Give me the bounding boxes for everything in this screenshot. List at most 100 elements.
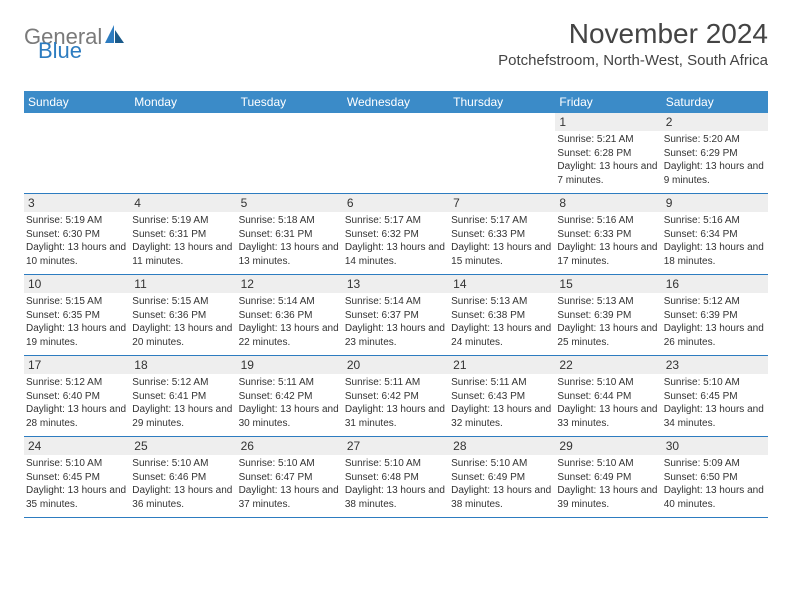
sunset: Sunset: 6:31 PM — [132, 228, 232, 242]
daylight: Daylight: 13 hours and 11 minutes. — [132, 241, 232, 268]
sunrise: Sunrise: 5:12 AM — [132, 376, 232, 390]
week-row: 3Sunrise: 5:19 AMSunset: 6:30 PMDaylight… — [24, 194, 768, 275]
sunset: Sunset: 6:47 PM — [239, 471, 339, 485]
sunset: Sunset: 6:49 PM — [557, 471, 657, 485]
sunrise: Sunrise: 5:10 AM — [345, 457, 445, 471]
day-details: Sunrise: 5:10 AMSunset: 6:47 PMDaylight:… — [237, 455, 343, 517]
day-details: Sunrise: 5:10 AMSunset: 6:45 PMDaylight:… — [24, 455, 130, 517]
sunrise: Sunrise: 5:12 AM — [664, 295, 764, 309]
sunrise: Sunrise: 5:14 AM — [345, 295, 445, 309]
day-details: Sunrise: 5:17 AMSunset: 6:32 PMDaylight:… — [343, 212, 449, 274]
day-number: 14 — [449, 275, 555, 293]
day-number: 19 — [237, 356, 343, 374]
day-cell — [237, 113, 343, 193]
sail-icon — [104, 24, 126, 49]
day-cell: 8Sunrise: 5:16 AMSunset: 6:33 PMDaylight… — [555, 194, 661, 274]
sunset: Sunset: 6:49 PM — [451, 471, 551, 485]
day-number: 20 — [343, 356, 449, 374]
calendar-page: General November 2024 Potchefstroom, Nor… — [0, 0, 792, 528]
sunrise: Sunrise: 5:15 AM — [132, 295, 232, 309]
day-cell: 15Sunrise: 5:13 AMSunset: 6:39 PMDayligh… — [555, 275, 661, 355]
daylight: Daylight: 13 hours and 22 minutes. — [239, 322, 339, 349]
day-details: Sunrise: 5:12 AMSunset: 6:40 PMDaylight:… — [24, 374, 130, 436]
sunset: Sunset: 6:41 PM — [132, 390, 232, 404]
sunrise: Sunrise: 5:18 AM — [239, 214, 339, 228]
sunrise: Sunrise: 5:19 AM — [132, 214, 232, 228]
daylight: Daylight: 13 hours and 31 minutes. — [345, 403, 445, 430]
sunrise: Sunrise: 5:13 AM — [451, 295, 551, 309]
sunset: Sunset: 6:36 PM — [239, 309, 339, 323]
sunrise: Sunrise: 5:11 AM — [451, 376, 551, 390]
day-details: Sunrise: 5:19 AMSunset: 6:31 PMDaylight:… — [130, 212, 236, 274]
sunrise: Sunrise: 5:21 AM — [557, 133, 657, 147]
daylight: Daylight: 13 hours and 33 minutes. — [557, 403, 657, 430]
daylight: Daylight: 13 hours and 15 minutes. — [451, 241, 551, 268]
calendar-body: 1Sunrise: 5:21 AMSunset: 6:28 PMDaylight… — [24, 113, 768, 518]
day-cell: 27Sunrise: 5:10 AMSunset: 6:48 PMDayligh… — [343, 437, 449, 517]
day-cell: 24Sunrise: 5:10 AMSunset: 6:45 PMDayligh… — [24, 437, 130, 517]
day-details: Sunrise: 5:16 AMSunset: 6:33 PMDaylight:… — [555, 212, 661, 274]
day-number: 11 — [130, 275, 236, 293]
weekday-thu: Thursday — [449, 91, 555, 113]
day-cell: 6Sunrise: 5:17 AMSunset: 6:32 PMDaylight… — [343, 194, 449, 274]
sunrise: Sunrise: 5:20 AM — [664, 133, 764, 147]
daylight: Daylight: 13 hours and 18 minutes. — [664, 241, 764, 268]
sunset: Sunset: 6:40 PM — [26, 390, 126, 404]
day-cell: 11Sunrise: 5:15 AMSunset: 6:36 PMDayligh… — [130, 275, 236, 355]
sunset: Sunset: 6:46 PM — [132, 471, 232, 485]
daylight: Daylight: 13 hours and 36 minutes. — [132, 484, 232, 511]
day-details: Sunrise: 5:10 AMSunset: 6:49 PMDaylight:… — [555, 455, 661, 517]
day-cell — [343, 113, 449, 193]
day-details: Sunrise: 5:19 AMSunset: 6:30 PMDaylight:… — [24, 212, 130, 274]
day-details: Sunrise: 5:10 AMSunset: 6:45 PMDaylight:… — [662, 374, 768, 436]
sunrise: Sunrise: 5:13 AM — [557, 295, 657, 309]
sunset: Sunset: 6:45 PM — [664, 390, 764, 404]
sunrise: Sunrise: 5:10 AM — [26, 457, 126, 471]
sunset: Sunset: 6:48 PM — [345, 471, 445, 485]
day-cell: 29Sunrise: 5:10 AMSunset: 6:49 PMDayligh… — [555, 437, 661, 517]
daylight: Daylight: 13 hours and 17 minutes. — [557, 241, 657, 268]
title-block: November 2024 Potchefstroom, North-West,… — [498, 18, 768, 69]
day-number: 13 — [343, 275, 449, 293]
sunset: Sunset: 6:33 PM — [557, 228, 657, 242]
sunset: Sunset: 6:50 PM — [664, 471, 764, 485]
day-details: Sunrise: 5:20 AMSunset: 6:29 PMDaylight:… — [662, 131, 768, 193]
day-details: Sunrise: 5:18 AMSunset: 6:31 PMDaylight:… — [237, 212, 343, 274]
daylight: Daylight: 13 hours and 23 minutes. — [345, 322, 445, 349]
day-number: 6 — [343, 194, 449, 212]
sunrise: Sunrise: 5:19 AM — [26, 214, 126, 228]
brand-blue-wrap: Blue — [38, 40, 82, 63]
brand-blue: Blue — [38, 38, 82, 63]
day-details: Sunrise: 5:11 AMSunset: 6:42 PMDaylight:… — [237, 374, 343, 436]
day-details: Sunrise: 5:21 AMSunset: 6:28 PMDaylight:… — [555, 131, 661, 193]
day-number: 9 — [662, 194, 768, 212]
day-details — [449, 117, 555, 125]
day-number: 4 — [130, 194, 236, 212]
sunset: Sunset: 6:43 PM — [451, 390, 551, 404]
day-number: 23 — [662, 356, 768, 374]
sunset: Sunset: 6:37 PM — [345, 309, 445, 323]
daylight: Daylight: 13 hours and 24 minutes. — [451, 322, 551, 349]
sunset: Sunset: 6:30 PM — [26, 228, 126, 242]
day-number: 22 — [555, 356, 661, 374]
day-cell: 22Sunrise: 5:10 AMSunset: 6:44 PMDayligh… — [555, 356, 661, 436]
day-number: 24 — [24, 437, 130, 455]
day-cell — [130, 113, 236, 193]
location: Potchefstroom, North-West, South Africa — [498, 52, 768, 69]
day-cell: 30Sunrise: 5:09 AMSunset: 6:50 PMDayligh… — [662, 437, 768, 517]
day-cell — [449, 113, 555, 193]
sunrise: Sunrise: 5:17 AM — [345, 214, 445, 228]
day-details: Sunrise: 5:15 AMSunset: 6:35 PMDaylight:… — [24, 293, 130, 355]
day-number: 16 — [662, 275, 768, 293]
day-cell: 26Sunrise: 5:10 AMSunset: 6:47 PMDayligh… — [237, 437, 343, 517]
daylight: Daylight: 13 hours and 32 minutes. — [451, 403, 551, 430]
day-cell: 7Sunrise: 5:17 AMSunset: 6:33 PMDaylight… — [449, 194, 555, 274]
day-number: 29 — [555, 437, 661, 455]
day-details: Sunrise: 5:14 AMSunset: 6:37 PMDaylight:… — [343, 293, 449, 355]
weekday-header: Sunday Monday Tuesday Wednesday Thursday… — [24, 91, 768, 113]
day-cell: 17Sunrise: 5:12 AMSunset: 6:40 PMDayligh… — [24, 356, 130, 436]
day-details: Sunrise: 5:11 AMSunset: 6:43 PMDaylight:… — [449, 374, 555, 436]
sunset: Sunset: 6:38 PM — [451, 309, 551, 323]
weekday-fri: Friday — [555, 91, 661, 113]
sunrise: Sunrise: 5:16 AM — [664, 214, 764, 228]
